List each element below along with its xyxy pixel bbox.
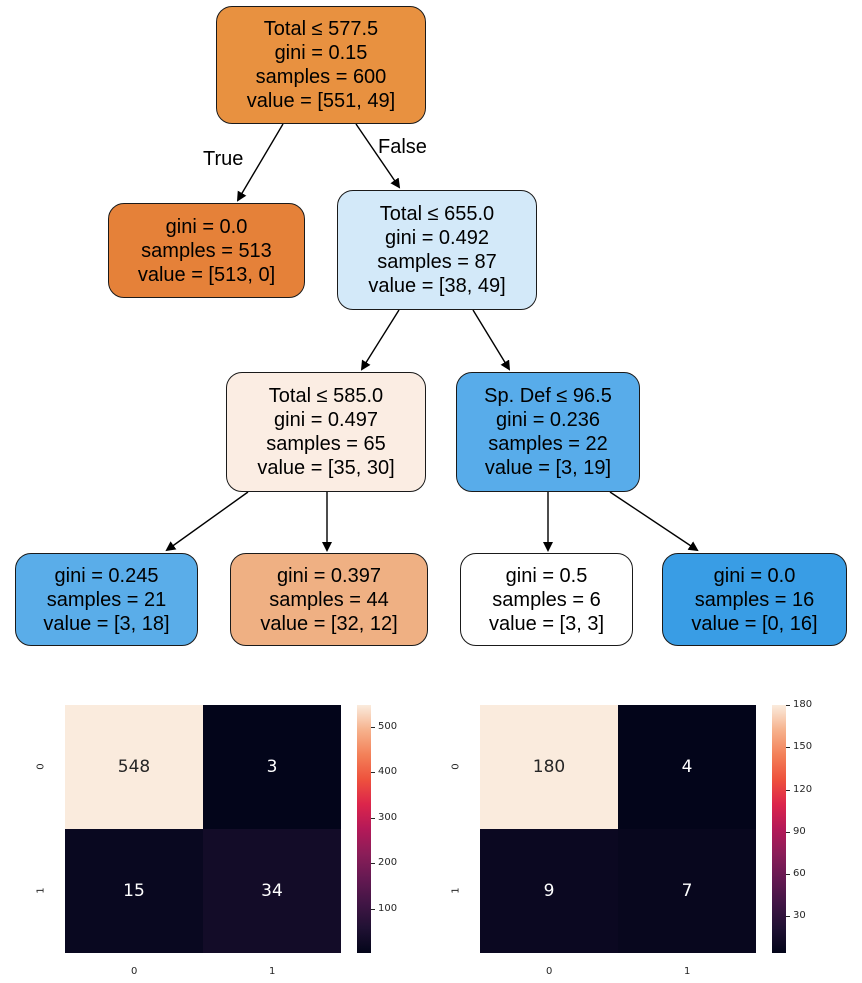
confusion-cell: 548	[65, 705, 203, 829]
tree-node-n5: gini = 0.245 samples = 21 value = [3, 18]	[15, 553, 198, 646]
tree-node-line: value = [551, 49]	[246, 90, 396, 112]
tree-node-n3: Total ≤ 585.0 gini = 0.497 samples = 65 val…	[226, 372, 426, 492]
x-tick-label: 1	[269, 966, 276, 977]
colorbar-tick-label: 100	[378, 902, 398, 914]
tree-node-line: gini = 0.397	[277, 564, 381, 587]
colorbar-tick-mark	[786, 831, 790, 833]
colorbar-tick-mark	[371, 908, 375, 910]
tree-node-line: Total ≤ 577.5	[263, 18, 379, 40]
confusion-cell: 7	[618, 829, 756, 953]
tree-node-line: value = [38, 49]	[368, 275, 506, 297]
tree-node-line: gini = 0.0	[165, 215, 248, 238]
tree-edge	[609, 491, 699, 552]
colorbar-tick-mark	[371, 863, 375, 865]
x-tick-label: 0	[546, 966, 553, 977]
colorbar	[357, 705, 371, 953]
colorbar-tick-label: 90	[793, 825, 806, 837]
colorbar-tick-mark	[786, 705, 790, 706]
tree-node-n0: Total ≤ 577.5 gini = 0.15 samples = 600 val…	[216, 6, 426, 124]
confusion-cell: 34	[203, 829, 341, 953]
tree-node-line: samples = 44	[269, 588, 389, 611]
y-tick-label: 1	[450, 887, 462, 894]
y-tick-label: 0	[450, 763, 462, 770]
colorbar-tick-mark	[786, 747, 790, 749]
colorbar-tick-label: 400	[378, 766, 398, 778]
confusion-cell: 9	[480, 829, 618, 953]
tree-node-n6: gini = 0.397 samples = 44 value = [32, 12]	[230, 553, 428, 646]
tree-node-n2: Total ≤ 655.0 gini = 0.492 samples = 87 val…	[337, 190, 537, 310]
colorbar-tick-label: 60	[793, 868, 806, 880]
tree-node-line: samples = 16	[694, 588, 815, 611]
colorbar-tick-label: 180	[793, 699, 813, 710]
tree-node-line: value = [3, 18]	[43, 612, 170, 635]
tree-node-line: value = [0, 16]	[691, 612, 818, 635]
tree-node-line: gini = 0.492	[385, 227, 489, 249]
colorbar-tick-label: 300	[378, 811, 398, 823]
tree-edge	[355, 123, 401, 189]
decision-tree-edges	[165, 123, 699, 552]
tree-edge	[472, 309, 511, 371]
colorbar-tick-label: 30	[793, 910, 806, 922]
confusion-cell: 180	[480, 705, 618, 829]
tree-edge	[165, 491, 249, 552]
tree-node-n8: gini = 0.0 samples = 16 value = [0, 16]	[662, 553, 847, 646]
y-tick-label: 1	[35, 887, 47, 894]
tree-node-line: gini = 0.497	[274, 409, 378, 431]
colorbar-tick-label: 500	[378, 720, 398, 732]
tree-node-n4: Sp. Def ≤ 96.5 gini = 0.236 samples = 22 va…	[456, 372, 640, 492]
tree-edge	[360, 309, 400, 371]
colorbar	[772, 705, 786, 953]
tree-node-line: value = [3, 19]	[484, 457, 612, 479]
confusion-cell: 3	[203, 705, 341, 829]
confusion-cell: 15	[65, 829, 203, 953]
tree-node-line: samples = 513	[141, 239, 272, 262]
tree-node-line: samples = 21	[46, 588, 167, 611]
tree-node-line: gini = 0.5	[505, 564, 588, 587]
tree-node-line: samples = 600	[255, 66, 387, 88]
tree-node-line: gini = 0.0	[713, 564, 796, 587]
x-tick-label: 1	[684, 966, 691, 977]
tree-node-line: value = [32, 12]	[260, 612, 398, 635]
confusion-cell: 4	[618, 705, 756, 829]
tree-node-line: gini = 0.15	[274, 42, 368, 64]
y-tick-label: 0	[35, 763, 47, 770]
x-tick-label: 0	[131, 966, 138, 977]
colorbar-tick-mark	[786, 874, 790, 876]
tree-node-line: value = [35, 30]	[257, 457, 395, 479]
colorbar-tick-mark	[371, 817, 375, 819]
colorbar-tick-label: 150	[793, 741, 813, 753]
colorbar-tick-label: 120	[793, 783, 813, 795]
colorbar-tick-mark	[371, 726, 375, 728]
tree-node-line: samples = 6	[492, 588, 601, 611]
tree-node-line: value = [3, 3]	[488, 612, 605, 635]
tree-node-n1: gini = 0.0 samples = 513 value = [513, 0]	[108, 203, 305, 298]
tree-node-n7: gini = 0.5 samples = 6 value = [3, 3]	[460, 553, 633, 646]
edge-label-true: True	[203, 148, 244, 170]
tree-node-line: samples = 87	[377, 251, 497, 273]
tree-node-line: samples = 65	[266, 433, 386, 455]
colorbar-tick-mark	[786, 789, 790, 791]
edge-label-false: False	[378, 136, 427, 158]
colorbar-tick-mark	[786, 916, 790, 918]
colorbar-tick-label: 200	[378, 857, 398, 869]
tree-edge	[236, 123, 284, 202]
tree-node-line: Sp. Def ≤ 96.5	[484, 385, 612, 407]
tree-node-line: Total ≤ 585.0	[268, 385, 384, 407]
tree-node-line: gini = 0.245	[54, 564, 159, 587]
tree-node-line: Total ≤ 655.0	[379, 203, 495, 225]
tree-node-line: value = [513, 0]	[137, 263, 276, 286]
colorbar-tick-mark	[371, 772, 375, 774]
tree-node-line: gini = 0.236	[496, 409, 600, 431]
tree-node-line: samples = 22	[488, 433, 608, 455]
